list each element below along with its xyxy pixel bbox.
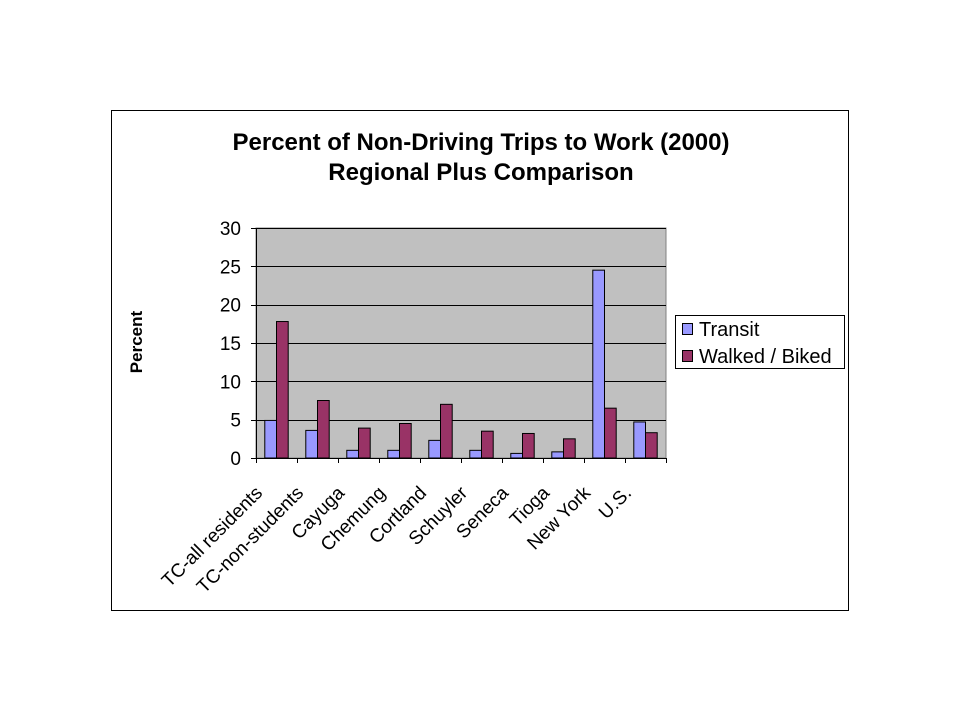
legend-swatch-walked-biked (682, 350, 693, 362)
bar-transit-cortland (428, 439, 442, 459)
chart-title: Percent of Non-Driving Trips to Work (20… (233, 129, 730, 156)
y-tick-label: 0 (230, 449, 241, 470)
legend-label-walked-biked: Walked / Biked (699, 346, 832, 368)
chart-subtitle: Regional Plus Comparison (328, 159, 633, 186)
bar-transit-schuyler (469, 449, 483, 459)
bar-walked-biked-cortland (440, 403, 453, 459)
legend-label-transit: Transit (699, 319, 760, 341)
y-tick-label: 25 (220, 257, 241, 278)
y-tick-label: 20 (220, 296, 241, 317)
y-axis-title: Percent (127, 310, 146, 373)
y-tick-label: 15 (220, 334, 241, 355)
legend: Transit Walked / Biked (675, 315, 845, 369)
bar-walked-biked-new-york (604, 407, 617, 459)
bar-transit-cayuga (346, 449, 360, 459)
bar-transit-tioga (551, 451, 564, 459)
bar-walked-biked-tc-non-students (317, 400, 330, 459)
bar-transit-tc-all-residents (264, 419, 278, 459)
bar-transit-new-york (592, 269, 605, 459)
y-axis: 0 5 10 15 20 25 30 (220, 219, 257, 470)
y-tick-label: 5 (230, 411, 241, 432)
bar-walked-biked-chemung (399, 423, 412, 459)
bar-walked-biked-schuyler (481, 430, 494, 459)
bar-walked-biked-cayuga (358, 427, 371, 459)
bar-walked-biked-tc-all-residents (276, 321, 289, 459)
bar-transit-u-s (633, 421, 646, 459)
bar-walked-biked-u-s (645, 432, 658, 459)
bar-walked-biked-tioga (563, 438, 576, 459)
bar-transit-seneca (510, 452, 524, 459)
y-tick-label: 30 (220, 219, 241, 240)
bar-walked-biked-seneca (522, 432, 535, 459)
y-tick-label: 10 (220, 372, 241, 393)
legend-swatch-transit (682, 323, 693, 335)
legend-box (675, 315, 845, 369)
bar-transit-tc-non-students (305, 429, 319, 459)
bar-transit-chemung (387, 449, 401, 459)
